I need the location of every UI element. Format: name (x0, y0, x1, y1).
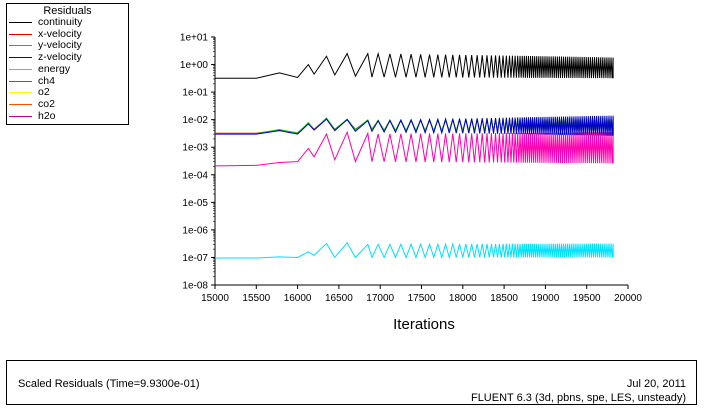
x-tick-label: 16500 (325, 293, 353, 304)
legend-swatch (9, 80, 32, 82)
legend-label: h2o (38, 109, 56, 122)
x-axis-title: Iterations (393, 316, 455, 333)
legend-item-ch4: ch4 (9, 74, 127, 87)
x-axis: 15000 15500 16000 16500 17000 17500 18000 18500… (201, 285, 642, 304)
legend-swatch (9, 33, 32, 35)
legend-label: continuity (38, 16, 83, 28)
legend-item-h2o: h2o (9, 109, 127, 122)
x-tick-label: 19000 (531, 293, 559, 304)
y-tick-label: 1e-08 (182, 281, 208, 292)
x-tick-label: 17000 (366, 293, 394, 304)
legend-swatch (9, 68, 32, 70)
x-tick-label: 17500 (408, 293, 436, 304)
legend-swatch (9, 22, 32, 23)
x-tick-label: 18000 (449, 293, 477, 304)
x-tick-label: 20000 (614, 293, 642, 304)
x-tick-label: 16000 (284, 293, 312, 304)
series-layer (214, 51, 614, 260)
series-line-z-velocity (215, 115, 614, 136)
legend-label: o2 (38, 86, 50, 99)
legend-label: co2 (38, 97, 55, 110)
legend-item-energy: energy (9, 62, 127, 75)
x-tick-label: 18500 (490, 293, 518, 304)
footer-panel: Scaled Residuals (Time=9.9300e-01) Jul 2… (6, 360, 697, 405)
y-tick-label: 1e-07 (182, 253, 208, 264)
footer-version: FLUENT 6.3 (3d, pbns, spe, LES, unsteady… (470, 392, 686, 404)
x-tick-label: 15000 (201, 293, 229, 304)
legend-label: ch4 (38, 74, 55, 87)
y-axis: 1e+01 1e+00 1e-01 1e-02 1e-03 1e-04 1e-05 1e-06… (180, 33, 215, 292)
y-tick-label: 1e-05 (182, 198, 208, 209)
legend-label: y-velocity (38, 39, 82, 52)
series-line-continuity (215, 51, 614, 79)
series-line-ch4 (214, 130, 614, 167)
legend-item-co2: co2 (9, 97, 127, 110)
y-tick-label: 1e-01 (182, 88, 208, 99)
y-tick-label: 1e-03 (182, 143, 208, 154)
y-tick-label: 1e-02 (182, 115, 208, 126)
legend-label: z-velocity (38, 51, 82, 64)
footer-plot-title: Scaled Residuals (Time=9.9300e-01) (18, 378, 200, 390)
legend-item-z-velocity: z-velocity (9, 51, 127, 64)
x-tick-label: 15500 (242, 293, 270, 304)
legend-item-o2: o2 (9, 86, 127, 99)
legend-item-continuity: continuity (9, 16, 127, 28)
legend-swatch (9, 45, 32, 47)
legend: Residuals continuity x-velocity y-velocity… (6, 3, 129, 125)
y-tick-label: 1e+01 (180, 33, 209, 44)
y-tick-label: 1e-04 (182, 170, 208, 181)
legend-item-x-velocity: x-velocity (9, 27, 127, 40)
residuals-chart: 1e+01 1e+00 1e-01 1e-02 1e-03 1e-04 1e-05 1e-06… (180, 33, 642, 334)
legend-title: Residuals (43, 5, 92, 17)
legend-swatch (9, 115, 32, 117)
legend-swatch (9, 57, 32, 59)
legend-swatch (9, 103, 32, 105)
series-line-energy (215, 241, 614, 260)
x-tick-label: 19500 (573, 293, 601, 304)
y-tick-label: 1e-06 (182, 225, 208, 236)
legend-item-y-velocity: y-velocity (9, 39, 127, 52)
legend-swatch (9, 92, 32, 94)
footer-date: Jul 20, 2011 (626, 378, 686, 390)
legend-label: energy (38, 62, 71, 75)
y-tick-label: 1e+00 (180, 60, 209, 71)
legend-label: x-velocity (38, 27, 82, 40)
